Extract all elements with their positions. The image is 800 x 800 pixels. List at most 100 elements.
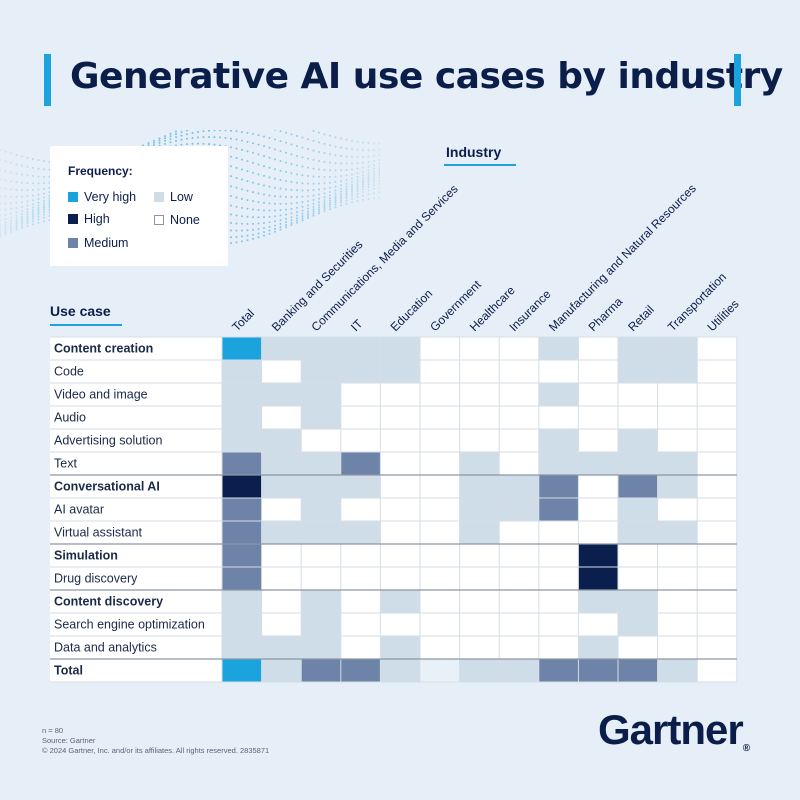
heatmap-cell [261, 452, 302, 475]
heatmap-cell [340, 360, 381, 383]
heatmap-cell [459, 590, 500, 613]
heatmap-cell [697, 636, 737, 659]
heatmap-cell [618, 337, 658, 360]
legend-label-high: High [84, 212, 110, 226]
heatmap-cell [538, 406, 579, 429]
heatmap-cell [222, 590, 262, 613]
heatmap-cell [618, 521, 658, 544]
heatmap-cell [499, 337, 539, 360]
industry-axis-title: Industry [446, 144, 502, 160]
heatmap-cell [459, 521, 500, 544]
legend-label-low: Low [170, 190, 193, 204]
heatmap-cell [420, 337, 460, 360]
heatmap-cell [578, 544, 618, 567]
heatmap-cell [301, 406, 341, 429]
heatmap-cell [578, 590, 618, 613]
heatmap-cell [657, 383, 698, 406]
heatmap-cell [499, 636, 539, 659]
heatmap-cell [420, 429, 460, 452]
brand-registered-mark: ® [742, 743, 751, 754]
heatmap-cell [499, 360, 539, 383]
heatmap-cell [657, 659, 698, 682]
heatmap-cell [301, 452, 341, 475]
heatmap-cell [499, 544, 539, 567]
heatmap-cell [380, 590, 420, 613]
heatmap-cell [538, 429, 579, 452]
legend-item-medium: Medium [68, 236, 128, 250]
heatmap-cell [420, 452, 460, 475]
heatmap-cell [578, 383, 618, 406]
heatmap-cell [459, 383, 500, 406]
heatmap-cell [657, 544, 698, 567]
heatmap-cell [340, 498, 381, 521]
heatmap-cell [261, 406, 302, 429]
heatmap-cell [420, 475, 460, 498]
heatmap-cell [578, 429, 618, 452]
heatmap-cell [261, 429, 302, 452]
copyright-note: © 2024 Gartner, Inc. and/or its affiliat… [42, 746, 270, 755]
heatmap-cell [618, 590, 658, 613]
heatmap-cell [657, 475, 698, 498]
heatmap-cell [618, 613, 658, 636]
heatmap-cell [301, 613, 341, 636]
legend: Frequency: Very high High Medium Low Non… [50, 146, 228, 266]
column-label: Manufacturing and Natural Resources [546, 181, 699, 334]
heatmap-cell [340, 590, 381, 613]
legend-item-high: High [68, 212, 110, 226]
heatmap-cell [459, 544, 500, 567]
legend-label-none: None [170, 213, 200, 227]
heatmap-cell [420, 613, 460, 636]
heatmap-cell [222, 636, 262, 659]
column-label: Communications, Media and Services [308, 182, 460, 334]
heatmap-cell [697, 452, 737, 475]
heatmap-cell [657, 429, 698, 452]
column-label: Utilities [704, 297, 741, 334]
heatmap-cell [618, 498, 658, 521]
legend-label-medium: Medium [84, 236, 129, 250]
heatmap-cell [420, 498, 460, 521]
heatmap-cell [459, 337, 500, 360]
heatmap-cell [340, 429, 381, 452]
page-title: Generative AI use cases by industry [70, 56, 783, 97]
heatmap-cell [538, 613, 579, 636]
heatmap-cell [499, 498, 539, 521]
heatmap-cell [301, 337, 341, 360]
row-label: Search engine optimization [54, 618, 205, 632]
heatmap-cell [538, 544, 579, 567]
heatmap-cell [618, 659, 658, 682]
heatmap-cell [340, 636, 381, 659]
row-label: Virtual assistant [54, 526, 143, 540]
heatmap-cell [538, 452, 579, 475]
heatmap-cell [697, 590, 737, 613]
heatmap-cell [261, 521, 302, 544]
heatmap-cell [618, 360, 658, 383]
heatmap-cell [499, 429, 539, 452]
heatmap-cell [618, 383, 658, 406]
heatmap-cell [261, 636, 302, 659]
heatmap-cell [261, 475, 302, 498]
row-label: Text [54, 457, 77, 471]
heatmap-cell [459, 567, 500, 590]
heatmap-cell [618, 429, 658, 452]
row-label: Data and analytics [54, 641, 157, 655]
heatmap-cell [261, 590, 302, 613]
heatmap-cell [538, 360, 579, 383]
heatmap-cell [380, 475, 420, 498]
heatmap-cell [222, 613, 262, 636]
heatmap-cell [420, 406, 460, 429]
heatmap-cell [499, 613, 539, 636]
heatmap-cell [340, 383, 381, 406]
legend-item-low: Low [154, 190, 193, 204]
heatmap-cell [222, 475, 262, 498]
heatmap-cell [420, 659, 460, 682]
row-label-column [50, 337, 222, 682]
heatmap-cell [340, 659, 381, 682]
heatmap-cell [657, 613, 698, 636]
heatmap-cell [380, 383, 420, 406]
heatmap-cell [380, 360, 420, 383]
heatmap-cell [340, 613, 381, 636]
heatmap-cell [380, 498, 420, 521]
usecase-underline [50, 324, 122, 326]
column-label: Education [388, 286, 436, 334]
